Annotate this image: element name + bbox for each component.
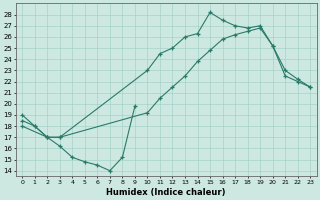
X-axis label: Humidex (Indice chaleur): Humidex (Indice chaleur) xyxy=(107,188,226,197)
